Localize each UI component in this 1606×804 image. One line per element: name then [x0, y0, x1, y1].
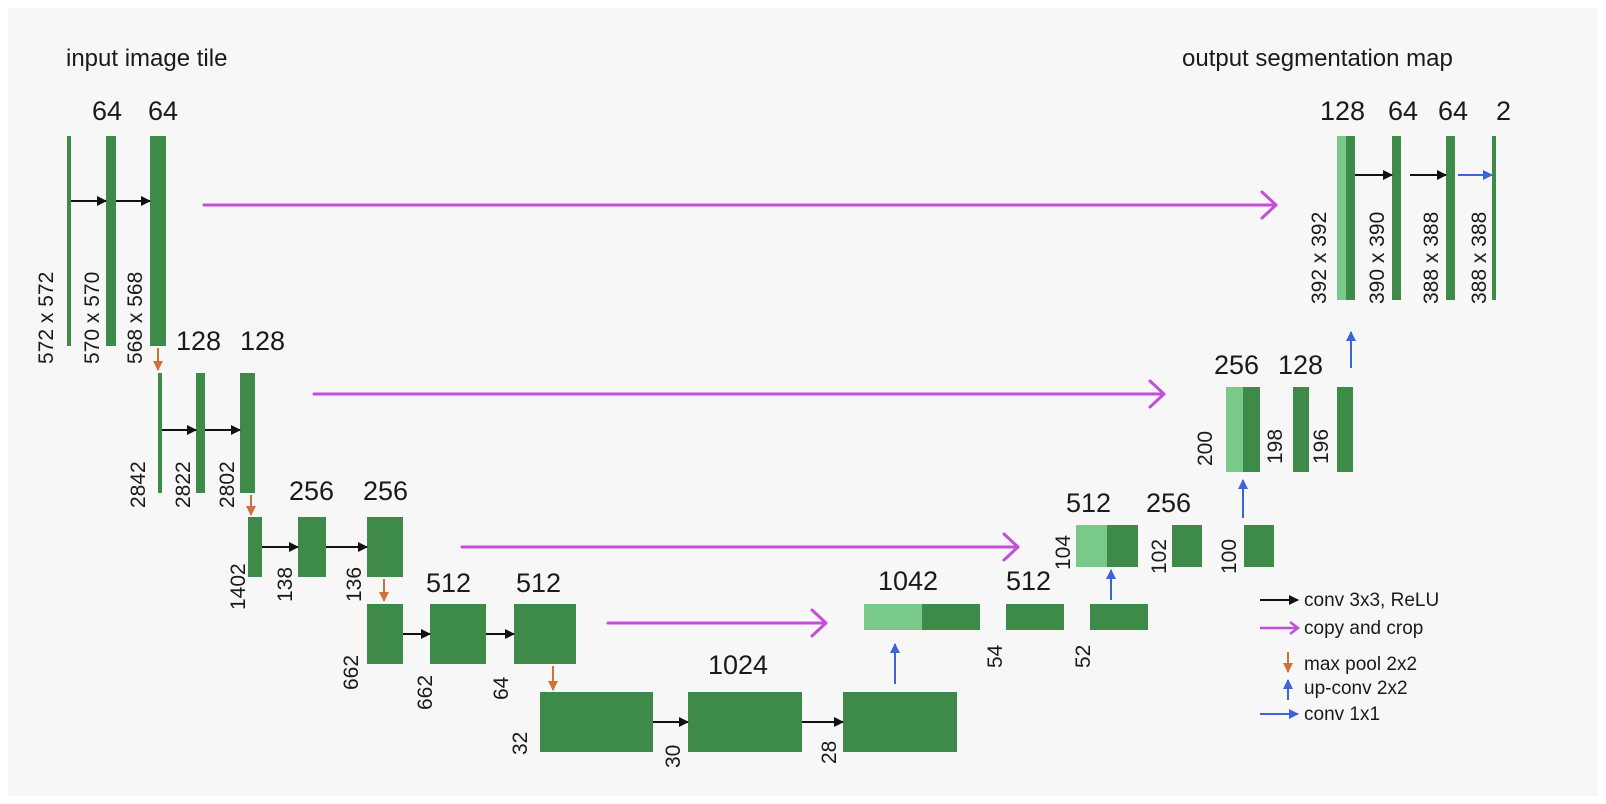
- feature-map-e3-conv1: [298, 517, 326, 577]
- dim-label-e1-input: 572 x 572: [35, 272, 58, 364]
- channel-label-e3a: 256: [289, 476, 334, 506]
- feature-map-e1-conv1: [106, 136, 116, 346]
- dim-label-e4-conv1: 662: [414, 675, 437, 710]
- dim-label-e3-input: 1402: [227, 563, 250, 610]
- legend-conv-label: conv 3x3, ReLU: [1304, 590, 1439, 611]
- feature-map-e2-conv2: [240, 373, 255, 493]
- dim-label-e3-conv1: 138: [274, 567, 297, 602]
- dim-label-e2-input: 2842: [127, 461, 150, 508]
- feature-map-d4-copied: [864, 604, 922, 630]
- dim-label-e3-conv2: 136: [343, 567, 366, 602]
- copy-crop-arrow: [606, 608, 828, 638]
- channel-label-e1a: 64: [92, 96, 122, 126]
- feature-map-e1-conv2: [150, 136, 166, 346]
- feature-map-e4-input: [367, 604, 403, 664]
- dim-label-d1-conv2: 388 x 388: [1420, 212, 1443, 304]
- feature-map-d3-copied: [1076, 525, 1107, 567]
- dim-label-e4-conv2: 64: [490, 676, 513, 700]
- copy-crop-arrows: [202, 190, 1278, 638]
- channel-label-bottleneck: 1024: [708, 650, 768, 680]
- feature-map-d3-upconv: [1107, 525, 1138, 567]
- unet-diagram: input image tile output segmentation map…: [8, 8, 1598, 796]
- feature-map-d2-conv2: [1337, 387, 1353, 472]
- channel-label-e4b: 512: [516, 568, 561, 598]
- feature-map-bottleneck-input: [540, 692, 653, 752]
- input-title: input image tile: [66, 45, 227, 72]
- legend-pool-label: max pool 2x2: [1304, 654, 1417, 675]
- dim-label-d3-concat: 104: [1052, 535, 1075, 570]
- dim-label-d3-conv1: 102: [1148, 539, 1171, 574]
- output-title: output segmentation map: [1182, 45, 1453, 72]
- channel-label-e1b: 64: [148, 96, 178, 126]
- dim-label-d4-conv1: 54: [984, 644, 1007, 668]
- feature-map-d4-upconv: [922, 604, 980, 630]
- feature-map-d2-conv1: [1293, 387, 1309, 472]
- feature-map-e3-conv2: [367, 517, 403, 577]
- legend-copy-label: copy and crop: [1304, 618, 1423, 639]
- channel-label-e2b: 128: [240, 326, 285, 356]
- dim-label-d4-conv2: 52: [1072, 645, 1095, 668]
- feature-map-d4-conv1: [1006, 604, 1064, 630]
- feature-map-d1-conv1: [1392, 136, 1401, 300]
- copy-crop-arrow: [202, 190, 1278, 220]
- feature-map-output: [1492, 136, 1496, 300]
- unet-architecture-svg: input image tile output segmentation map…: [35, 45, 1511, 768]
- feature-map-d2-upconv: [1243, 387, 1260, 472]
- feature-map-d2-copied: [1226, 387, 1243, 472]
- channel-label-d4-conv: 512: [1006, 566, 1051, 596]
- legend-conv1x1-label: conv 1x1: [1304, 704, 1380, 725]
- channel-label-d3-conv: 256: [1146, 488, 1191, 518]
- feature-map-e4-conv2: [514, 604, 576, 664]
- channel-label-e4a: 512: [426, 568, 471, 598]
- dim-label-d1-concat: 392 x 392: [1308, 212, 1331, 304]
- channel-label-d2-conv: 128: [1278, 350, 1323, 380]
- dim-label-bottleneck-conv2: 28: [818, 741, 841, 764]
- dim-label-d2-conv2: 196: [1310, 429, 1333, 464]
- copy-crop-arrow: [312, 379, 1166, 409]
- dim-label-bottleneck-input: 32: [509, 732, 532, 755]
- feature-map-d1-copied: [1337, 136, 1346, 300]
- legend-copy-swatch: [1260, 621, 1301, 635]
- channel-label-d4-concat: 1042: [878, 566, 938, 596]
- dim-label-d2-concat: 200: [1194, 431, 1217, 466]
- feature-map-d3-conv2: [1244, 525, 1274, 567]
- dim-label-e2-conv1: 2822: [172, 461, 195, 508]
- channel-label-d2-concat: 256: [1214, 350, 1259, 380]
- maxpool-arrows: [153, 348, 558, 691]
- copy-crop-arrow: [460, 532, 1020, 562]
- channel-label-d1-concat: 128: [1320, 96, 1365, 126]
- feature-map-d3-conv1: [1172, 525, 1202, 567]
- channel-label-output: 2: [1496, 96, 1511, 126]
- feature-map-bottleneck-conv2: [843, 692, 957, 752]
- legend-upconv-label: up-conv 2x2: [1304, 678, 1408, 699]
- dim-label-e1-conv2: 568 x 568: [124, 272, 147, 364]
- feature-map-e4-conv1: [430, 604, 486, 664]
- dim-label-output: 388 x 388: [1468, 212, 1491, 304]
- feature-map-e1-input: [67, 136, 71, 346]
- dim-label-e1-conv1: 570 x 570: [81, 272, 104, 364]
- dim-label-d3-conv2: 100: [1218, 539, 1241, 574]
- channel-label-d1-conv-a: 64: [1388, 96, 1418, 126]
- feature-map-bottleneck-conv1: [688, 692, 802, 752]
- feature-map-d4-conv2: [1090, 604, 1148, 630]
- channel-label-e3b: 256: [363, 476, 408, 506]
- legend: conv 3x3, ReLU copy and crop max pool 2x…: [1260, 590, 1439, 725]
- feature-map-e3-input: [248, 517, 262, 577]
- feature-map-d1-upconv: [1346, 136, 1355, 300]
- channel-label-d3-concat: 512: [1066, 488, 1111, 518]
- feature-map-e2-input: [158, 373, 162, 493]
- dim-label-d1-conv1: 390 x 390: [1366, 212, 1389, 304]
- dim-label-e2-conv2: 2802: [216, 461, 239, 508]
- dim-label-bottleneck-conv1: 30: [662, 745, 685, 768]
- feature-map-e2-conv1: [196, 373, 205, 493]
- feature-map-d1-conv2: [1446, 136, 1455, 300]
- channel-label-d1-conv-b: 64: [1438, 96, 1468, 126]
- conv-arrows: [71, 170, 1447, 727]
- dim-label-e4-input: 662: [340, 655, 363, 690]
- channel-label-e2a: 128: [176, 326, 221, 356]
- dim-label-d2-conv1: 198: [1264, 429, 1287, 464]
- upconv-arrows: [890, 331, 1356, 684]
